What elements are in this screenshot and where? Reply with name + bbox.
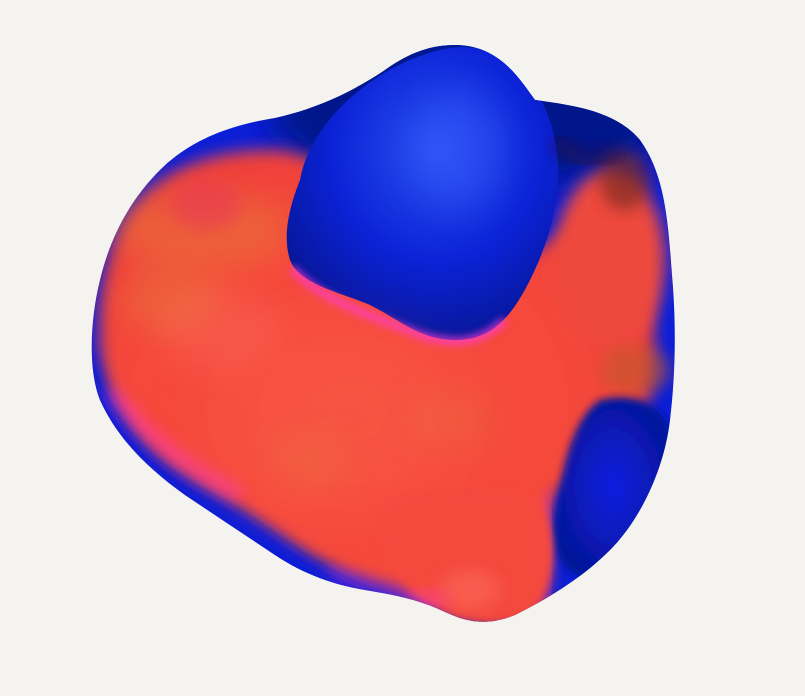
right-blue-region <box>554 397 673 577</box>
